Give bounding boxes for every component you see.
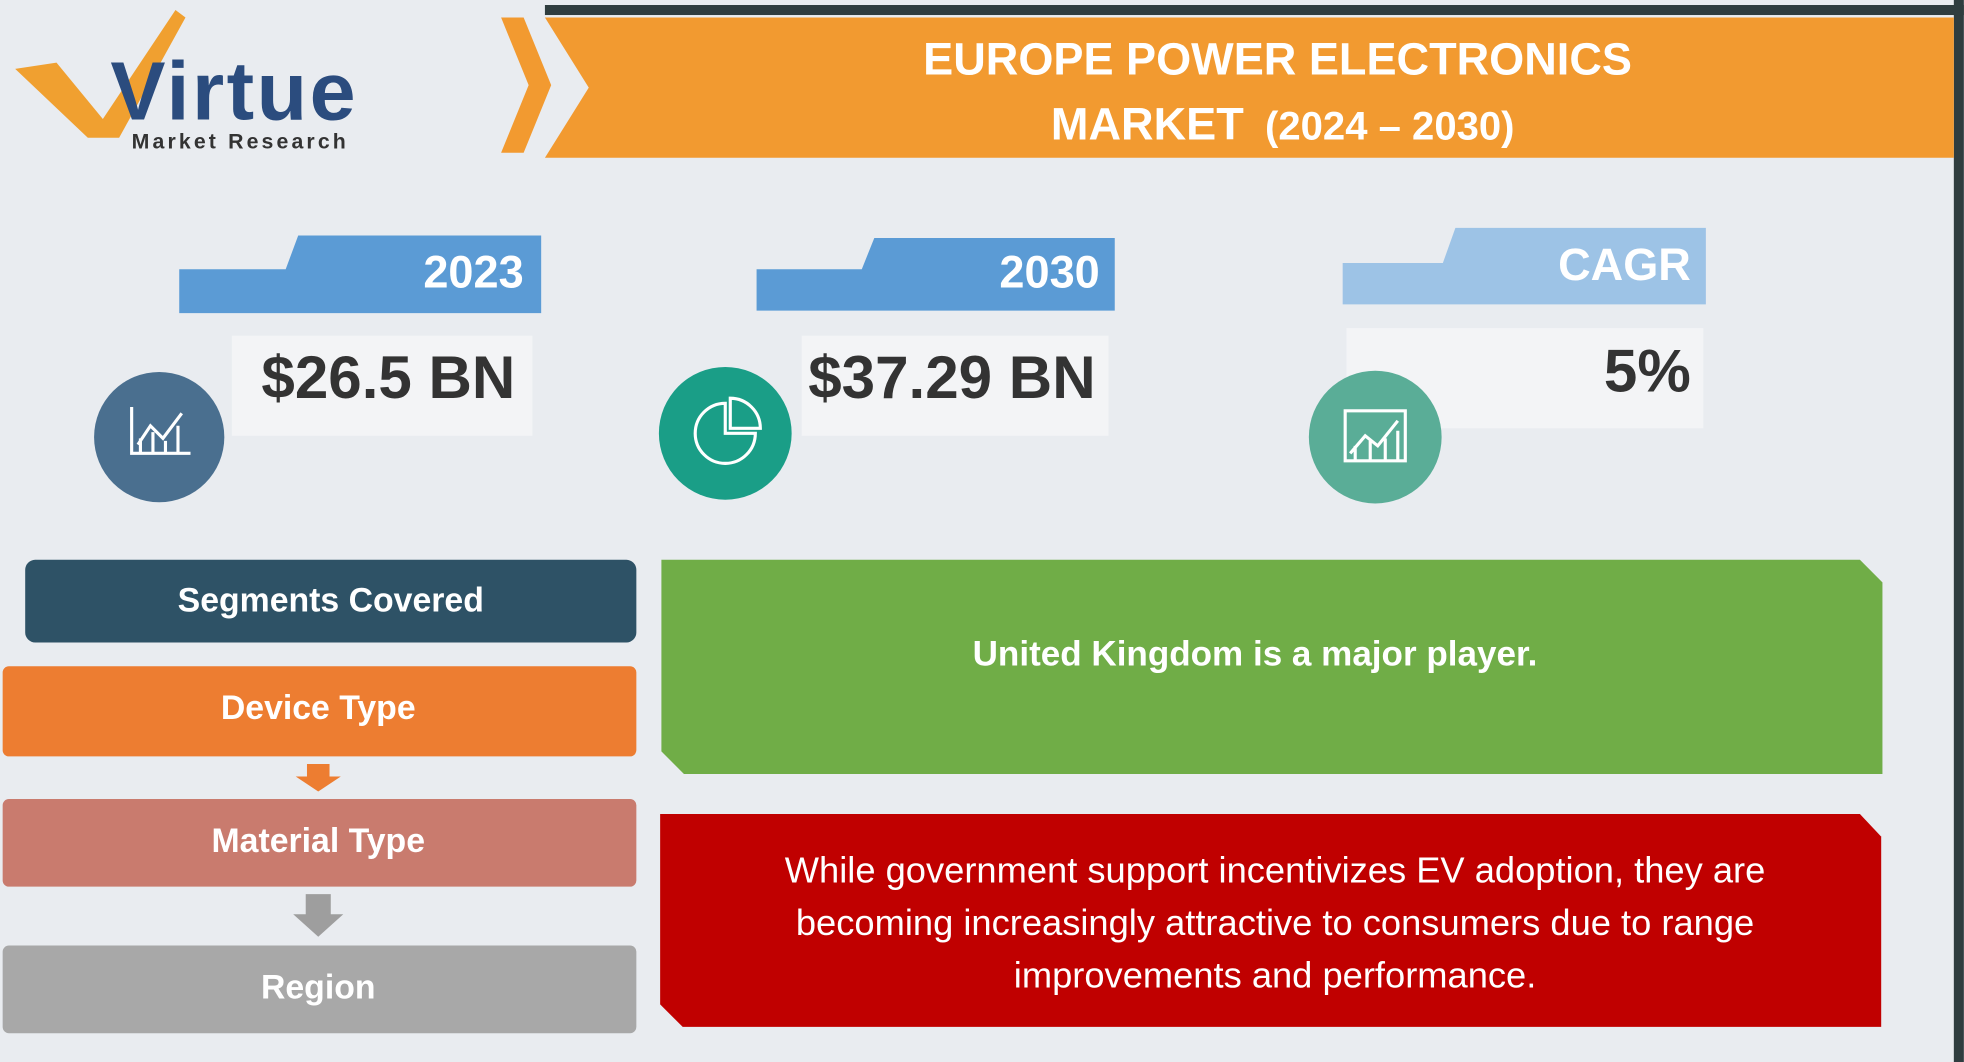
subtitle: MARKET — [1051, 99, 1244, 150]
stat-label: 2030 — [999, 246, 1099, 297]
segments-heading-box — [25, 559, 637, 643]
stat-tab — [1342, 227, 1706, 305]
logo-swoosh — [15, 10, 186, 138]
stat-value: $37.29 BN — [808, 344, 1095, 411]
logo-brand: Virtue — [110, 45, 358, 138]
stat-tab — [756, 237, 1115, 311]
icon-pie — [693, 396, 762, 465]
highlight-line: improvements and performance. — [1014, 955, 1537, 996]
stat-card: CAGR 5% — [1308, 227, 1706, 504]
segment-arrow — [293, 894, 344, 937]
logo-tagline: Market Research — [132, 129, 349, 153]
highlight-box — [661, 559, 1883, 774]
stat-icon — [1308, 370, 1442, 504]
stat-label: CAGR — [1558, 239, 1691, 290]
stat-value: 5% — [1604, 338, 1691, 405]
highlight-texts: United Kingdom is a major player. While g… — [785, 635, 1766, 996]
stat-box — [231, 335, 533, 436]
title: EUROPE POWER ELECTRONICS — [923, 34, 1632, 85]
segment-item: Material Type — [212, 822, 426, 860]
segments-heading: Segments Covered — [178, 581, 484, 619]
period: (2024 – 2030) — [1265, 105, 1514, 149]
stat-icon — [94, 371, 225, 503]
highlight-line: becoming increasingly attractive to cons… — [796, 902, 1754, 943]
segment-item: Region — [261, 968, 376, 1006]
stat-value: $26.5 BN — [261, 344, 515, 411]
segment-item: Device Type — [221, 689, 416, 727]
top-border — [544, 5, 1964, 16]
stat-card: 2030 $37.29 BN — [658, 237, 1115, 500]
segment-box — [2, 666, 637, 757]
icon-lines — [130, 407, 191, 455]
highlight-box — [660, 814, 1882, 1027]
right-border — [1953, 0, 1964, 1062]
banner-chevron — [501, 17, 552, 153]
stat-box — [801, 335, 1109, 436]
icon-chart — [1343, 409, 1407, 463]
highlight-line: United Kingdom is a major player. — [973, 635, 1538, 674]
title-banner — [544, 17, 1954, 158]
segment-box — [2, 945, 637, 1034]
highlight-line: While government support incentivizes EV… — [785, 849, 1766, 890]
stat-label: 2023 — [423, 246, 523, 297]
stat-tab — [179, 235, 542, 314]
stat-card: 2023 $26.5 BN — [94, 235, 542, 503]
segment-box — [2, 799, 637, 887]
